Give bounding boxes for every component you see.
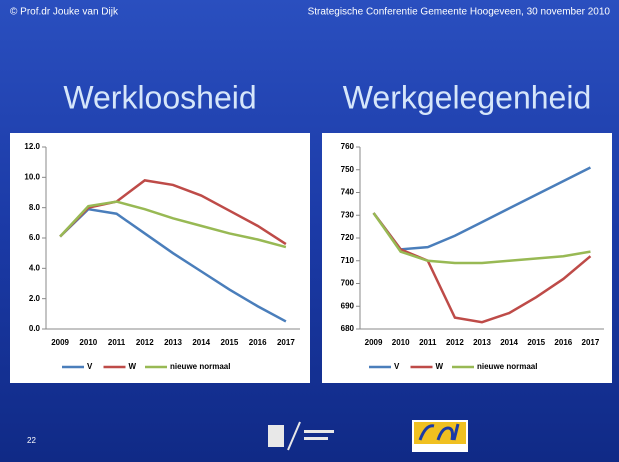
chart-panel: [322, 133, 612, 383]
y-tick-label: 8.0: [29, 203, 41, 212]
cab-logo: [412, 420, 468, 452]
legend-label: nieuwe normaal: [170, 362, 230, 371]
x-tick-label: 2012: [136, 338, 154, 347]
x-tick-label: 2016: [554, 338, 572, 347]
chart-panel: [10, 133, 310, 383]
series-line: [59, 200, 287, 249]
y-tick-label: 4.0: [29, 263, 41, 272]
university-logo: [268, 421, 334, 451]
page-number: 22: [27, 436, 36, 445]
x-tick-label: 2010: [392, 338, 410, 347]
x-tick-label: 2009: [365, 338, 383, 347]
y-tick-label: 680: [341, 324, 355, 333]
y-tick-label: 6.0: [29, 233, 41, 242]
y-tick-label: 760: [341, 142, 355, 151]
legend-label: W: [129, 362, 137, 371]
x-tick-label: 2010: [79, 338, 97, 347]
x-tick-label: 2012: [446, 338, 464, 347]
series-line: [59, 207, 287, 323]
y-tick-label: 740: [341, 188, 355, 197]
author: © Prof.dr Jouke van Dijk: [10, 7, 119, 18]
x-tick-label: 2015: [221, 338, 239, 347]
x-tick-label: 2013: [164, 338, 182, 347]
x-tick-label: 2011: [419, 338, 437, 347]
legend-label: W: [436, 362, 444, 371]
series-line: [372, 212, 591, 265]
x-tick-label: 2016: [249, 338, 267, 347]
y-tick-label: 12.0: [24, 142, 40, 151]
x-tick-label: 2011: [108, 338, 126, 347]
x-tick-label: 2014: [192, 338, 210, 347]
y-tick-label: 720: [341, 233, 355, 242]
x-tick-label: 2009: [51, 338, 69, 347]
y-tick-label: 750: [341, 165, 355, 174]
chart-title: Werkgelegenheid: [343, 79, 591, 115]
series-line: [372, 212, 592, 324]
y-tick-label: 700: [341, 279, 355, 288]
legend-label: V: [87, 362, 93, 371]
y-tick-label: 0.0: [29, 324, 41, 333]
y-tick-label: 710: [341, 256, 355, 265]
chart-title: Werkloosheid: [63, 79, 256, 115]
y-tick-label: 10.0: [24, 172, 40, 181]
event: Strategische Conferentie Gemeente Hoogev…: [308, 7, 611, 18]
x-tick-label: 2013: [473, 338, 491, 347]
series-line: [372, 166, 592, 251]
y-tick-label: 2.0: [29, 294, 41, 303]
x-tick-label: 2017: [582, 338, 600, 347]
legend-label: nieuwe normaal: [477, 362, 537, 371]
y-tick-label: 730: [341, 210, 355, 219]
x-tick-label: 2017: [277, 338, 295, 347]
x-tick-label: 2015: [527, 338, 545, 347]
legend-label: V: [394, 362, 400, 371]
y-tick-label: 690: [341, 301, 355, 310]
x-tick-label: 2014: [500, 338, 518, 347]
